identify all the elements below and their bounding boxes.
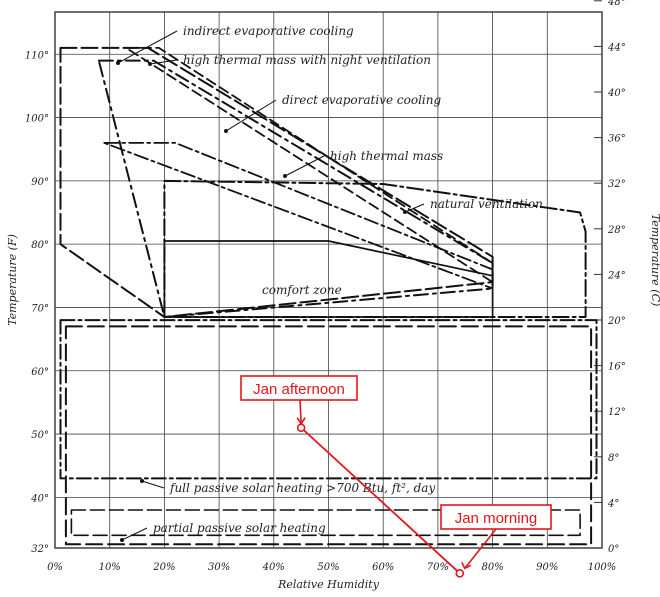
zone-labels: indirect evaporative cooling high thermal…	[116, 24, 543, 542]
partial-passive-solar-heating-zone	[64, 325, 593, 546]
x-tick-label: 50%	[317, 562, 339, 573]
y-tick-label-right: 0°	[608, 544, 619, 555]
comfort-zone	[163, 240, 494, 318]
leader-arrowhead	[403, 210, 407, 214]
jan-afternoon-label: Jan afternoon	[253, 381, 345, 398]
leader-arrowhead	[148, 62, 152, 66]
zone-label: indirect evaporative cooling	[183, 24, 354, 38]
x-tick-label: 100%	[588, 562, 617, 573]
y-tick-label-right: 36°	[608, 134, 626, 145]
climate-zones	[59, 46, 598, 546]
callouts: Jan afternoon Jan morning	[240, 375, 552, 578]
leader-arrowhead	[140, 479, 144, 483]
jan-morning-label: Jan morning	[455, 510, 538, 527]
leader-arrowhead	[120, 538, 124, 542]
jan-morning-point	[455, 569, 465, 578]
y-tick-label-right: 12°	[608, 407, 626, 418]
y-tick-label-left: 100°	[25, 114, 49, 125]
x-tick-label: 20%	[152, 562, 175, 573]
y-tick-label-right: 16°	[608, 362, 626, 373]
x-tick-label: 70%	[427, 562, 449, 573]
jan-afternoon-box	[240, 375, 358, 401]
x-tick-label: 30%	[208, 562, 230, 573]
leader-arrowhead	[116, 61, 120, 65]
axis-ticks: 0% 10% 20% 30% 40% 50% 60% 70% 80% 90% 100% 32° 40° 5…	[6, 0, 660, 591]
zone-label: full passive solar heating >700 Btu, ft²…	[169, 481, 435, 495]
zone-label: high thermal mass	[330, 149, 443, 163]
zone-label: partial passive solar heating	[153, 521, 326, 535]
zone-label: direct evaporative cooling	[282, 93, 441, 107]
jan-morning-box	[440, 504, 552, 530]
x-tick-label: 10%	[99, 562, 121, 573]
x-tick-label: 90%	[536, 562, 558, 573]
high-thermal-mass-night-ventilation-zone	[125, 47, 494, 283]
y-tick-label-left: 70°	[31, 303, 49, 314]
x-tick-label: 40%	[262, 562, 285, 573]
leader-line	[225, 99, 277, 132]
y-tick-label-right: 32°	[608, 179, 626, 190]
x-axis-title: Relative Humidity	[277, 578, 380, 591]
y-tick-label-right: 28°	[607, 225, 626, 236]
x-tick-label: 0%	[47, 562, 63, 573]
leader-line	[284, 155, 325, 177]
y-tick-label-right: 44°	[607, 42, 626, 53]
y-tick-label-left: 32°	[31, 544, 49, 555]
chart-grid	[54, 0, 603, 549]
x-tick-label: 60%	[372, 562, 394, 573]
y-axis-title-right: Temperature (C)	[649, 214, 660, 307]
y-tick-label-right: 4°	[607, 498, 619, 509]
y-tick-label-left: 110°	[25, 50, 49, 61]
leader-line	[404, 203, 425, 213]
y-tick-label-left: 50°	[31, 430, 49, 441]
zone-label: high thermal mass with night ventilation	[183, 53, 431, 67]
zone-label: comfort zone	[262, 283, 342, 297]
jan-trajectory-line	[300, 427, 461, 574]
y-tick-label-left: 60°	[31, 367, 49, 378]
y-tick-label-right: 20°	[607, 316, 626, 327]
jan-afternoon-point	[296, 423, 306, 433]
y-tick-label-right: 48°	[607, 0, 626, 8]
zone-label: natural ventilation	[430, 197, 543, 211]
leader-line	[121, 527, 148, 541]
y-axis-title-left: Temperature (F)	[6, 234, 19, 326]
x-tick-label: 80%	[481, 562, 503, 573]
partial-passive-solar-inner-band	[70, 509, 581, 537]
leader-arrowhead	[283, 174, 287, 178]
y-tick-label-right: 8°	[608, 453, 619, 464]
y-tick-label-right: 24°	[607, 270, 626, 281]
y-tick-label-right: 40°	[607, 88, 626, 99]
leader-line	[141, 480, 165, 489]
jan-afternoon-leader	[299, 399, 302, 424]
y-tick-label-left: 80°	[31, 240, 49, 251]
jan-afternoon-arrowhead	[296, 417, 306, 426]
y-tick-label-left: 40°	[30, 493, 49, 504]
y-tick-label-left: 90°	[31, 177, 49, 188]
full-passive-solar-heating-zone	[59, 319, 598, 480]
leader-line	[149, 59, 178, 65]
jan-morning-leader	[464, 528, 497, 569]
leader-arrowhead	[224, 129, 228, 133]
leader-line	[117, 30, 178, 64]
high-thermal-mass-zone	[103, 142, 494, 290]
jan-morning-arrowhead	[461, 561, 472, 570]
